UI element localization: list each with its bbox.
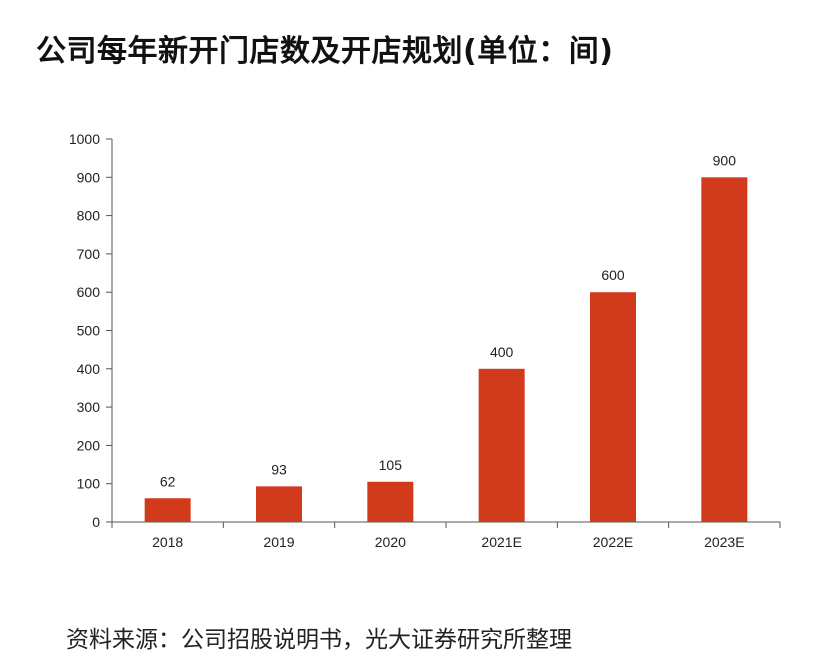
data-label-2021E: 400 xyxy=(490,344,514,360)
y-tick-label: 300 xyxy=(77,399,101,415)
x-tick-label-2018: 2018 xyxy=(152,534,183,550)
y-tick-label: 0 xyxy=(92,514,100,530)
source-note: 资料来源：公司招股说明书，光大证券研究所整理 xyxy=(66,627,572,653)
y-tick-label: 900 xyxy=(77,169,101,185)
chart-y-tick-labels: 0 100 200 300 400 500 600 700 800 900 1000 xyxy=(69,131,100,530)
y-tick-label: 700 xyxy=(77,246,101,262)
bar-2020 xyxy=(367,481,414,522)
y-tick-label: 200 xyxy=(77,437,101,453)
bar-2022E xyxy=(590,292,636,522)
x-tick-label-2019: 2019 xyxy=(263,534,294,550)
chart-bars xyxy=(144,177,748,523)
y-tick-label: 1000 xyxy=(69,131,100,147)
x-tick-label-2022E: 2022E xyxy=(593,534,633,550)
y-tick-label: 400 xyxy=(77,361,101,377)
bar-2023E xyxy=(701,177,748,523)
data-label-2018: 62 xyxy=(160,473,176,489)
data-label-2020: 105 xyxy=(379,457,403,473)
y-tick-label: 800 xyxy=(77,208,101,224)
data-label-2022E: 600 xyxy=(601,267,625,283)
bar-2021E xyxy=(478,368,525,522)
data-label-2019: 93 xyxy=(271,461,287,477)
chart-title: 公司每年新开门店数及开店规划(单位：间) xyxy=(36,34,614,69)
y-tick-label: 500 xyxy=(77,323,101,339)
bar-2019 xyxy=(256,486,302,522)
data-label-2023E: 900 xyxy=(713,152,737,168)
y-tick-label: 600 xyxy=(77,284,101,300)
chart-x-tick-labels: 2018 2019 2020 2021E 2022E 2023E xyxy=(152,534,744,550)
x-tick-label-2023E: 2023E xyxy=(704,534,744,550)
y-tick-label: 100 xyxy=(77,476,101,492)
bar-2018 xyxy=(144,498,191,522)
chart-axes xyxy=(106,138,781,528)
x-tick-label-2021E: 2021E xyxy=(481,534,521,550)
x-tick-label-2020: 2020 xyxy=(375,534,406,550)
chart-data-labels: 62 93 105 400 600 900 xyxy=(160,152,736,489)
